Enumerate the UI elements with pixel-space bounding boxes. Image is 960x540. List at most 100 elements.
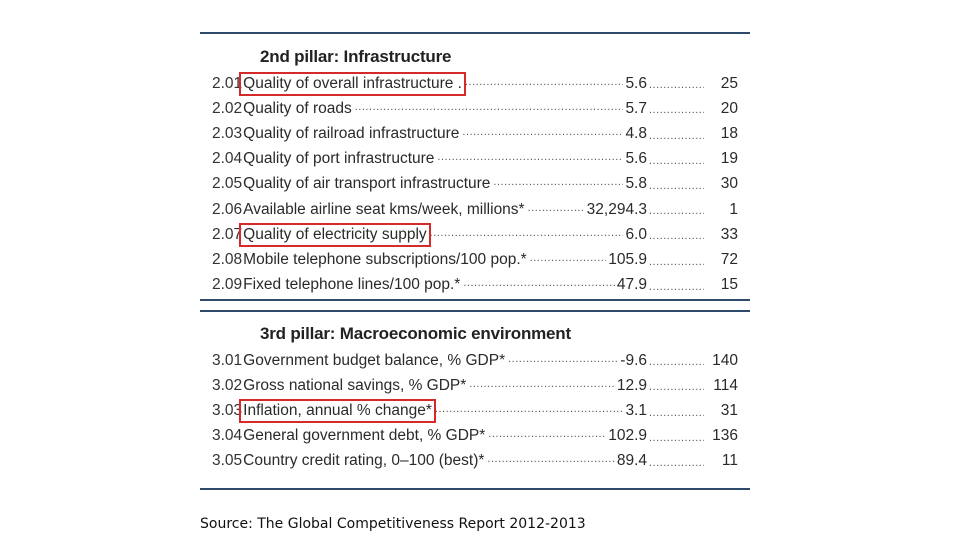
dot-leader — [649, 104, 704, 121]
indicator-rank: 18 — [720, 124, 738, 142]
dot-leader — [649, 356, 704, 373]
indicator-line: Quality of electricity supply — [239, 222, 625, 247]
dot-leader — [437, 151, 623, 168]
indicator-code: 3.01 — [212, 351, 243, 369]
indicator-value: 105.9 — [608, 250, 647, 268]
dot-leader — [508, 353, 618, 370]
indicator-rank: 25 — [720, 74, 738, 92]
dot-leader — [487, 453, 614, 470]
indicator-label: Country credit rating, 0–100 (best)* — [243, 452, 485, 470]
indicator-label: General government debt, % GDP* — [243, 427, 486, 445]
indicator-rank: 31 — [720, 401, 738, 419]
table-row: 3.05 Country credit rating, 0–100 (best)*… — [200, 449, 750, 474]
dot-leader — [649, 256, 704, 273]
indicator-rank: 72 — [720, 250, 738, 268]
highlighted-indicator-label: Quality of electricity supply — [239, 222, 431, 247]
indicator-line: Quality of overall infrastructure . — [239, 71, 625, 96]
indicator-rank: 30 — [720, 175, 738, 193]
indicator-rank: 140 — [712, 351, 738, 369]
indicator-code: 2.09 — [212, 276, 243, 294]
indicator-label: Quality of roads — [243, 99, 352, 117]
indicator-rank: 15 — [720, 276, 738, 294]
dot-leader — [528, 202, 585, 219]
indicator-value: 4.8 — [625, 124, 647, 142]
indicator-value: 3.1 — [625, 401, 647, 419]
dot-leader — [649, 407, 704, 424]
indicator-code: 2.04 — [212, 150, 243, 168]
indicator-label: Quality of port infrastructure — [243, 150, 435, 168]
indicator-rank: 33 — [720, 225, 738, 243]
pillar-3-macroeconomic-table: 3rd pillar: Macroeconomic environment 3.… — [200, 310, 750, 490]
dot-leader — [649, 79, 704, 96]
pillar-2-title: 2nd pillar: Infrastructure — [260, 47, 452, 66]
indicator-line: Mobile telephone subscriptions/100 pop.* — [242, 251, 608, 269]
indicator-value: 102.9 — [608, 427, 647, 445]
indicator-code: 3.02 — [212, 376, 243, 394]
indicator-value: 32,294.3 — [586, 200, 647, 218]
indicator-label: Available airline seat kms/week, million… — [243, 200, 525, 218]
indicator-code: 3.04 — [212, 427, 243, 445]
indicator-rank: 11 — [721, 452, 738, 470]
dot-leader — [649, 130, 704, 147]
indicator-code: 3.03 — [212, 401, 243, 419]
indicator-line: Government budget balance, % GDP* — [242, 352, 620, 370]
dot-leader — [463, 277, 614, 294]
dot-leader — [649, 155, 704, 172]
source-caption: Source: The Global Competitiveness Repor… — [200, 516, 586, 532]
dot-leader — [462, 126, 623, 143]
pillar-3-title: 3rd pillar: Macroeconomic environment — [260, 324, 571, 343]
table-row: 2.08 Mobile telephone subscriptions/100 p… — [200, 247, 750, 272]
indicator-value: 5.8 — [625, 175, 647, 193]
dot-leader — [435, 403, 624, 420]
indicator-code: 2.02 — [212, 99, 243, 117]
indicator-code: 2.03 — [212, 124, 243, 142]
indicator-value: 5.6 — [625, 150, 647, 168]
indicator-line: Inflation, annual % change* — [239, 398, 625, 423]
indicator-code: 2.07 — [212, 225, 243, 243]
dot-leader — [649, 457, 704, 474]
indicator-label: Quality of air transport infrastructure — [243, 175, 491, 193]
dot-leader — [493, 176, 623, 193]
indicator-rank: 20 — [720, 99, 738, 117]
highlighted-indicator-label: Inflation, annual % change* — [239, 398, 436, 423]
indicator-value: 89.4 — [616, 452, 647, 470]
indicator-line: Quality of port infrastructure — [242, 150, 625, 168]
indicator-label: Fixed telephone lines/100 pop.* — [243, 276, 461, 294]
indicator-code: 3.05 — [212, 452, 243, 470]
indicator-rank: 136 — [712, 427, 738, 445]
indicator-label: Quality of railroad infrastructure — [243, 124, 460, 142]
indicator-label: Gross national savings, % GDP* — [243, 376, 467, 394]
indicator-value: 5.7 — [625, 99, 647, 117]
indicator-value: 47.9 — [616, 276, 647, 294]
dot-leader — [649, 432, 704, 449]
indicator-line: Quality of railroad infrastructure — [242, 125, 625, 143]
dot-leader — [430, 227, 624, 244]
indicator-line: Available airline seat kms/week, million… — [242, 201, 586, 219]
dot-leader — [649, 205, 704, 222]
indicator-line: Fixed telephone lines/100 pop.* — [242, 276, 617, 294]
indicator-line: General government debt, % GDP* — [242, 427, 608, 445]
dot-leader — [469, 378, 615, 395]
indicator-line: Quality of air transport infrastructure — [242, 175, 625, 193]
indicator-value: 5.6 — [625, 74, 647, 92]
indicator-code: 2.05 — [212, 175, 243, 193]
indicator-value: 6.0 — [625, 225, 647, 243]
dot-leader — [488, 428, 606, 445]
indicator-code: 2.01 — [212, 74, 243, 92]
indicator-line: Country credit rating, 0–100 (best)* — [242, 452, 617, 470]
dot-leader — [649, 381, 704, 398]
dot-leader — [649, 180, 704, 197]
indicator-line: Quality of roads — [242, 100, 625, 118]
indicator-value: -9.6 — [620, 351, 647, 369]
indicator-rank: 1 — [729, 200, 738, 218]
indicator-code: 2.06 — [212, 200, 243, 218]
indicator-rank: 19 — [720, 150, 738, 168]
